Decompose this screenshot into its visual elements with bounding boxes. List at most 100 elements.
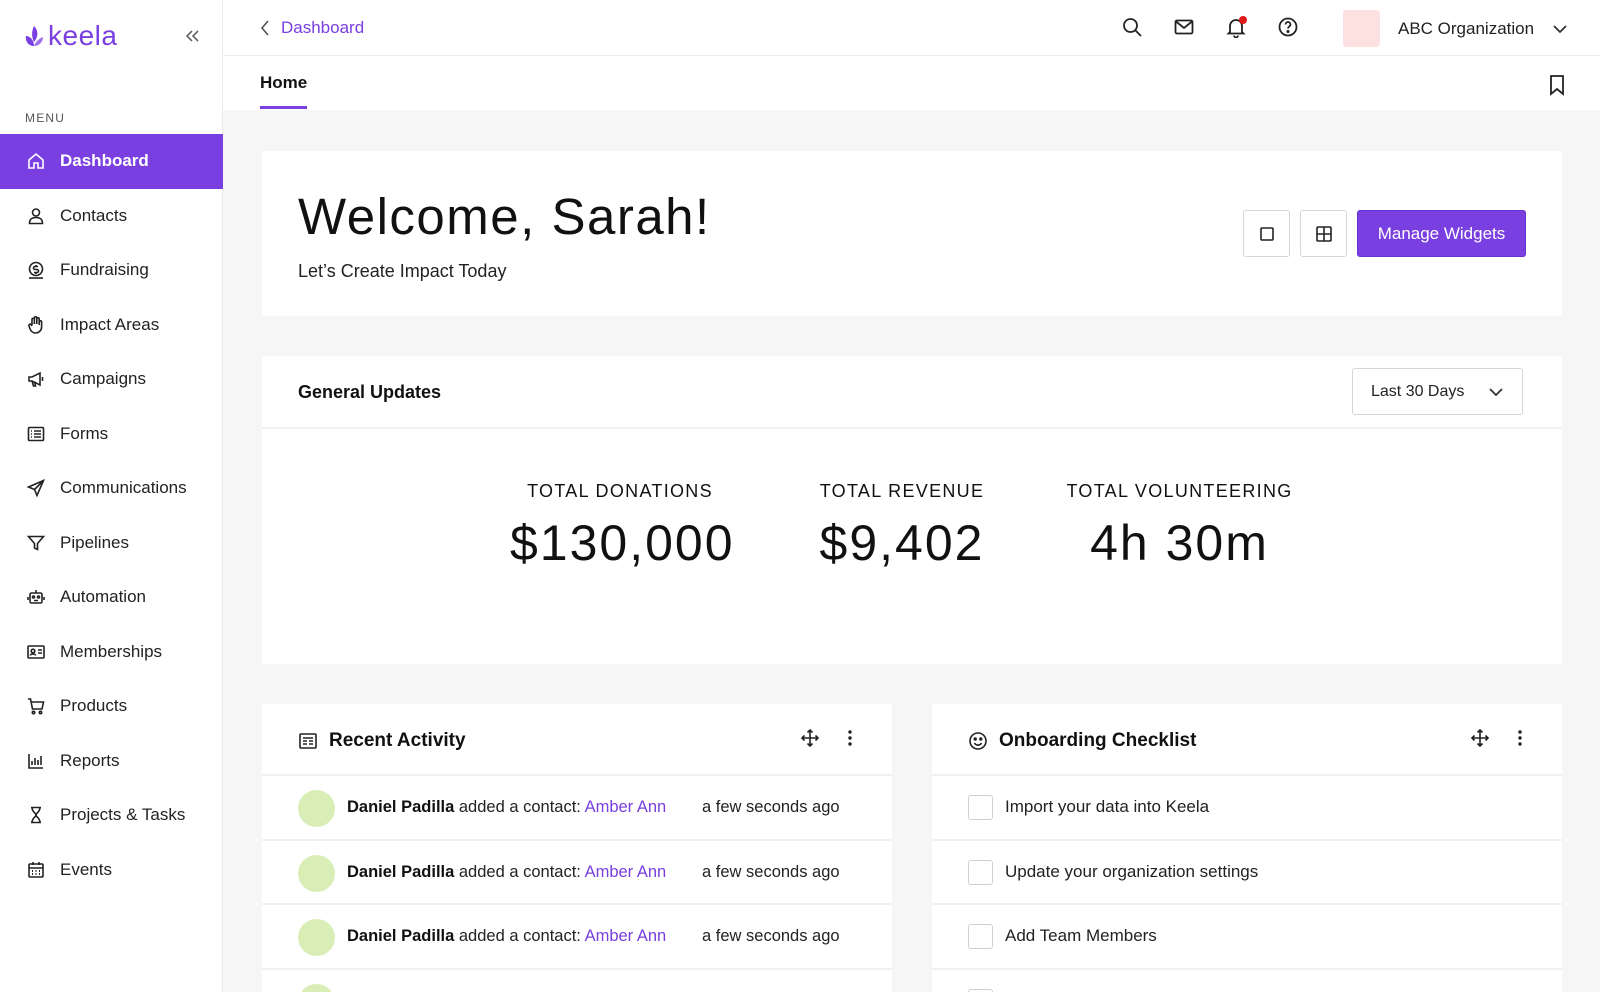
megaphone-icon <box>25 368 47 390</box>
move-icon[interactable] <box>800 728 820 748</box>
activity-text: Daniel Padilla added a contact: Amber An… <box>347 863 666 882</box>
activity-action: added a contact: <box>454 927 585 945</box>
sidebar-item-forms[interactable]: Forms <box>0 407 223 462</box>
sidebar-item-events[interactable]: Events <box>0 843 223 898</box>
robot-icon <box>25 586 47 608</box>
mail-icon[interactable] <box>1173 16 1195 38</box>
keela-logo[interactable]: keela <box>24 20 117 52</box>
breadcrumb[interactable]: Dashboard <box>259 18 364 38</box>
home-icon <box>25 150 47 172</box>
search-icon[interactable] <box>1121 16 1143 38</box>
sidebar-item-label: Fundraising <box>60 260 149 280</box>
sidebar-item-automation[interactable]: Automation <box>0 570 223 625</box>
checklist-checkbox[interactable] <box>968 795 993 820</box>
bar-chart-icon <box>25 750 47 772</box>
activity-target-link[interactable]: Amber Ann <box>584 862 667 881</box>
sidebar-item-label: Events <box>60 859 112 879</box>
sidebar-item-memberships[interactable]: Memberships <box>0 625 223 680</box>
sidebar-item-label: Reports <box>60 750 120 770</box>
sidebar-item-projects-tasks[interactable]: Projects & Tasks <box>0 788 223 843</box>
stat-label: TOTAL DONATIONS <box>527 481 713 501</box>
stat-total-donations: TOTAL DONATIONS $130,000 <box>510 481 733 572</box>
brand-name: keela <box>48 20 118 51</box>
activity-time: a few seconds ago <box>702 798 840 816</box>
welcome-title: Welcome, Sarah! <box>298 188 711 245</box>
general-updates-card: General Updates Last 30 Days TOTAL DONAT… <box>262 356 1562 664</box>
sidebar-item-pipelines[interactable]: Pipelines <box>0 516 223 571</box>
sidebar-item-label: Communications <box>60 478 187 498</box>
activity-actor: Daniel Padilla <box>347 862 455 881</box>
activity-row: Daniel Padilla added a contact: Amber An… <box>262 776 892 841</box>
sidebar-item-products[interactable]: Products <box>0 679 223 734</box>
sidebar-item-label: Contacts <box>60 205 128 225</box>
help-icon[interactable] <box>1277 16 1299 38</box>
checklist-checkbox[interactable] <box>968 924 993 949</box>
sidebar-item-communications[interactable]: Communications <box>0 461 223 516</box>
avatar <box>298 983 335 992</box>
funnel-icon <box>25 532 47 554</box>
move-icon[interactable] <box>1470 728 1490 748</box>
breadcrumb-label: Dashboard <box>281 18 365 37</box>
widget-title: Onboarding Checklist <box>999 730 1197 751</box>
recent-activity-title: Recent Activity <box>298 730 466 752</box>
sidebar-item-label: Forms <box>60 423 109 443</box>
more-options-icon[interactable] <box>846 728 854 748</box>
sidebar-item-fundraising[interactable]: Fundraising <box>0 243 223 298</box>
manage-widgets-button[interactable]: Manage Widgets <box>1357 210 1526 257</box>
hourglass-icon <box>25 804 47 826</box>
activity-row: Daniel Padilla added a contact: Amber An… <box>262 841 892 905</box>
grid-icon <box>1315 225 1332 242</box>
general-updates-header: General Updates Last 30 Days <box>262 356 1562 429</box>
activity-target-link[interactable]: Amber Ann <box>584 798 667 816</box>
checklist-checkbox[interactable] <box>968 859 993 885</box>
activity-actor: Daniel Padilla <box>347 798 455 816</box>
sidebar-item-label: Impact Areas <box>60 314 160 334</box>
person-icon <box>25 205 47 227</box>
sidebar-item-campaigns[interactable]: Campaigns <box>0 352 223 407</box>
sidebar-item-label: Memberships <box>60 641 163 661</box>
tab-home[interactable]: Home <box>260 73 308 109</box>
chevron-down-icon <box>1489 387 1503 396</box>
sidebar-nav: Dashboard Contacts Fundraising Impact Ar… <box>0 134 223 897</box>
chevron-left-icon <box>260 20 269 36</box>
sidebar-item-reports[interactable]: Reports <box>0 734 223 789</box>
stat-value: $9,402 <box>819 515 985 571</box>
onboarding-checklist-title: Onboarding Checklist <box>968 730 1196 752</box>
activity-target-link[interactable]: Amber Ann <box>584 927 667 945</box>
bookmark-icon[interactable] <box>1547 74 1567 96</box>
sidebar-item-dashboard[interactable]: Dashboard <box>0 134 223 189</box>
date-range-value: Last 30 Days <box>1371 382 1465 400</box>
form-icon <box>25 423 47 445</box>
sidebar-item-impact-areas[interactable]: Impact Areas <box>0 298 223 353</box>
stat-label: TOTAL REVENUE <box>819 481 985 501</box>
chevron-down-icon <box>1553 24 1567 33</box>
activity-text: Daniel Padilla added a contact: Amber An… <box>347 927 666 946</box>
stat-label: TOTAL VOLUNTEERING <box>1066 481 1293 501</box>
collapse-sidebar-button[interactable] <box>182 26 202 46</box>
checklist-item: Add Team Members <box>932 905 1562 970</box>
bell-icon[interactable] <box>1225 16 1247 39</box>
activity-time: a few seconds ago <box>702 862 840 881</box>
paper-plane-icon <box>25 477 47 499</box>
calendar-icon <box>25 859 47 881</box>
more-options-icon[interactable] <box>1516 728 1524 748</box>
menu-label: MENU <box>25 111 66 125</box>
welcome-card: Welcome, Sarah! Let’s Create Impact Toda… <box>262 151 1562 316</box>
sidebar-item-label: Automation <box>60 587 146 607</box>
checklist-checkbox[interactable] <box>968 988 993 992</box>
id-card-icon <box>25 641 47 663</box>
checklist-item: Import your data into Keela <box>932 776 1562 841</box>
sidebar-item-label: Dashboard <box>60 151 149 171</box>
organization-avatar <box>1343 10 1380 47</box>
grid-view-button[interactable] <box>1300 210 1347 257</box>
avatar <box>298 790 335 827</box>
activity-action: added a contact: <box>454 862 585 881</box>
date-range-select[interactable]: Last 30 Days <box>1352 368 1523 415</box>
widget-title: Recent Activity <box>329 730 466 751</box>
sidebar-item-label: Products <box>60 696 128 716</box>
single-column-view-button[interactable] <box>1243 210 1290 257</box>
sidebar-item-contacts[interactable]: Contacts <box>0 189 223 244</box>
checklist-item: Update your organization settings <box>932 841 1562 905</box>
onboarding-checklist-widget: Onboarding Checklist Import your data in… <box>932 704 1562 992</box>
organization-switcher[interactable]: ABC Organization <box>1343 10 1568 47</box>
